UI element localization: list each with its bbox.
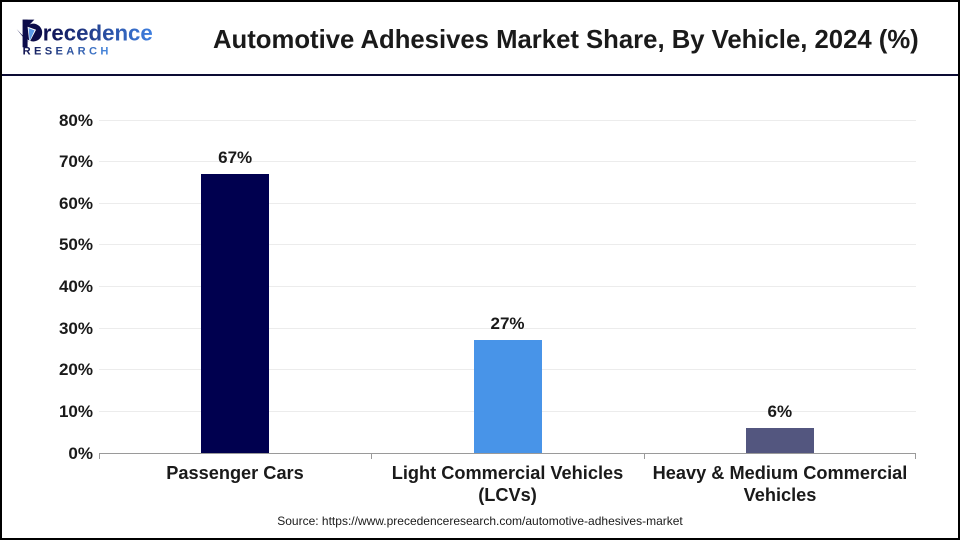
- svg-text:recedence: recedence: [43, 20, 153, 45]
- svg-text:RESEARCH: RESEARCH: [23, 45, 112, 57]
